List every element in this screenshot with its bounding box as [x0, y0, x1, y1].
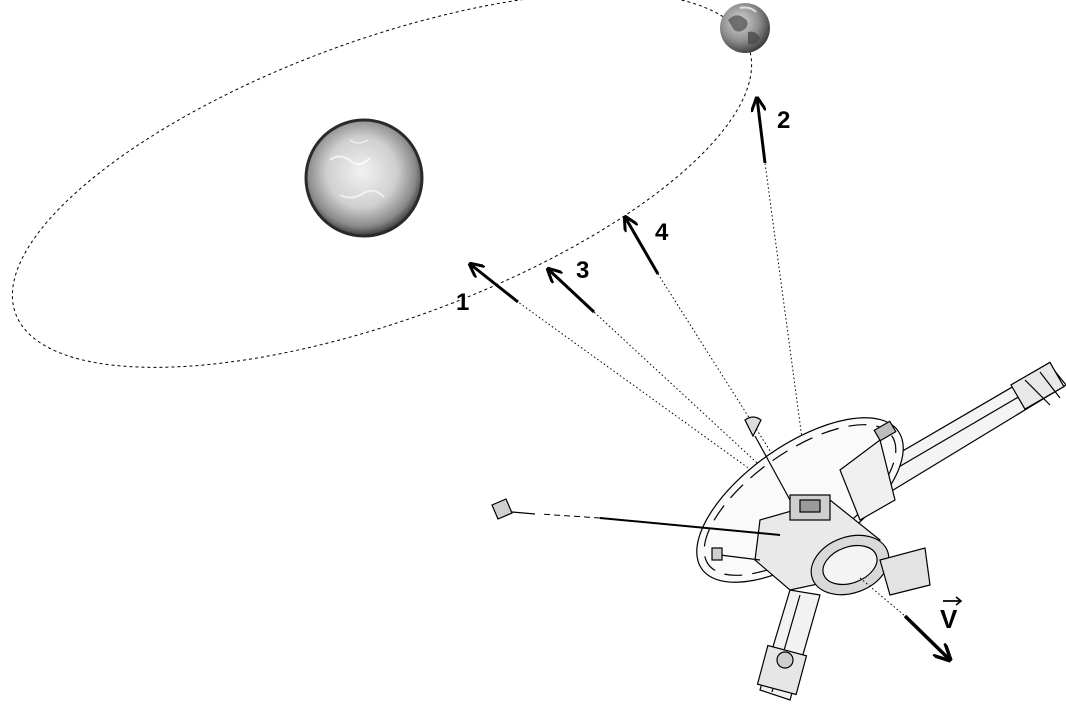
velocity-vector: [859, 577, 950, 660]
arrow-4: [625, 217, 660, 275]
arrow-2: [757, 98, 767, 164]
arrow-1-label: 1: [456, 289, 469, 316]
arrow-4-label: 4: [655, 219, 669, 246]
arrow-1: [470, 264, 519, 304]
velocity-label: V: [940, 604, 958, 634]
vector-overarrow-icon: [943, 596, 963, 606]
arrow-3: [548, 269, 596, 314]
arrow-3-label: 3: [576, 257, 589, 284]
sight-lines: [517, 162, 811, 499]
arrow-2-label: 2: [777, 107, 790, 134]
earth-icon: [720, 3, 770, 53]
sun-icon: [304, 118, 424, 238]
pioneer-spacecraft-drawing: [491, 361, 1066, 701]
